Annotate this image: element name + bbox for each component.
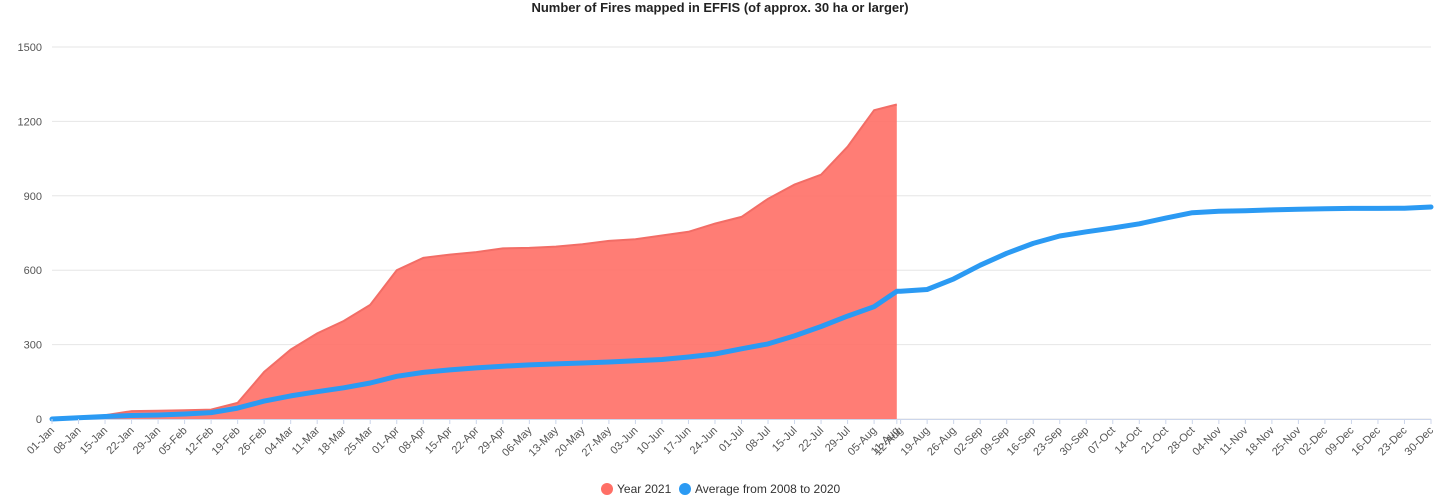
x-tick-label: 24-Jun [688,425,720,457]
x-axis-ticks: 01-Jan08-Jan15-Jan22-Jan29-Jan05-Feb12-F… [25,419,1437,459]
legend-item-year-2021[interactable]: Year 2021 [601,482,672,496]
line-average-2008-2020[interactable] [49,204,1434,422]
y-tick-label: 900 [24,191,42,203]
x-tick-label: 26-Feb [236,425,269,458]
x-tick-label: 15-Jul [770,425,800,455]
x-tick-label: 01-Jan [25,425,57,457]
x-tick-label: 17-Jun [661,425,693,457]
y-tick-label: 1200 [18,116,42,128]
x-tick-label: 30-Dec [1403,424,1437,458]
y-tick-label: 600 [24,265,42,277]
legend-marker [679,483,691,495]
x-tick-label: 27-May [580,424,615,459]
legend-item-average[interactable]: Average from 2008 to 2020 [679,482,841,496]
x-tick-label: 08-Apr [397,424,429,456]
x-tick-label: 22-Jan [104,425,136,457]
x-tick-label: 10-Jun [635,425,667,457]
x-tick-label: 08-Jan [51,425,83,457]
x-tick-label: 16-Sep [1005,425,1039,459]
x-tick-label: 02-Sep [952,425,986,459]
legend-marker [601,483,613,495]
x-tick-label: 25-Mar [342,424,375,457]
x-tick-label: 22-Apr [450,424,482,456]
y-axis-ticks: 0 300 600 900 1200 1500 [18,42,42,426]
y-tick-label: 1500 [18,42,42,54]
x-tick-label: 03-Jun [608,425,640,457]
x-tick-label: 21-Oct [1139,425,1171,457]
y-tick-label: 0 [36,414,42,426]
x-tick-label: 04-Mar [263,424,296,457]
chart-title: Number of Fires mapped in EFFIS (of appr… [531,0,908,15]
x-tick-label: 14-Oct [1113,425,1145,457]
x-tick-label: 19-Feb [210,425,243,458]
x-tick-label: 23-Sep [1031,425,1065,459]
legend-label: Average from 2008 to 2020 [695,482,841,496]
x-tick-label: 08-Jul [743,425,773,455]
x-tick-label: 15-Jan [78,425,110,457]
x-tick-label: 12-Feb [183,425,216,458]
x-tick-label: 09-Sep [978,425,1012,459]
x-tick-label: 05-Feb [157,425,190,458]
legend-label: Year 2021 [617,482,672,496]
line-layer [49,204,1434,422]
x-tick-label: 01-Apr [370,424,402,456]
x-tick-label: 19-Aug [899,425,933,459]
x-tick-label: 15-Apr [423,424,455,456]
x-tick-label: 22-Jul [797,425,827,455]
x-tick-label: 26-Aug [925,425,959,459]
legend[interactable]: Year 2021 Average from 2008 to 2020 [601,482,841,496]
y-tick-label: 300 [24,340,42,352]
x-tick-label: 04-Nov [1190,424,1224,458]
x-tick-label: 18-Mar [316,424,349,457]
area-layer [51,103,898,420]
x-tick-label: 01-Jul [717,425,747,455]
x-tick-label: 30-Sep [1058,425,1092,459]
x-tick-label: 07-Oct [1086,425,1118,457]
area-year-2021[interactable] [52,104,897,420]
